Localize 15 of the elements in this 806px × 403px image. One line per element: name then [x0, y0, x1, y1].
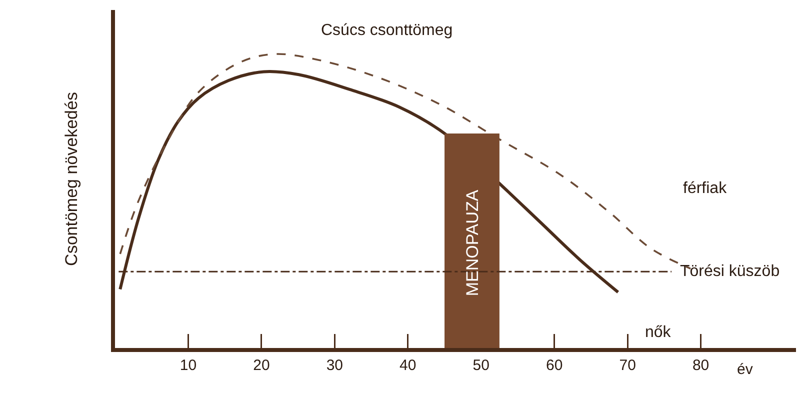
x-tick-label: 80 — [692, 357, 710, 374]
y-axis-title: Csontömeg növekedés — [62, 92, 82, 266]
x-tick-label: 10 — [180, 357, 197, 374]
text: nők — [645, 324, 672, 341]
x-tick-label: 70 — [619, 357, 636, 374]
x-tick-label: 50 — [472, 357, 490, 374]
text: Csúcs csonttömeg — [321, 22, 453, 39]
x-tick-label: 20 — [253, 357, 270, 374]
text: férfiak — [683, 180, 728, 197]
x-axis-title: év — [737, 361, 754, 378]
x-tick-label: 60 — [546, 357, 563, 374]
x-tick-label: 30 — [326, 357, 344, 374]
ref-line-label: Törési küszöb — [680, 263, 780, 280]
band-label: MENOPAUZA — [462, 189, 482, 296]
x-tick-label: 40 — [400, 357, 416, 374]
